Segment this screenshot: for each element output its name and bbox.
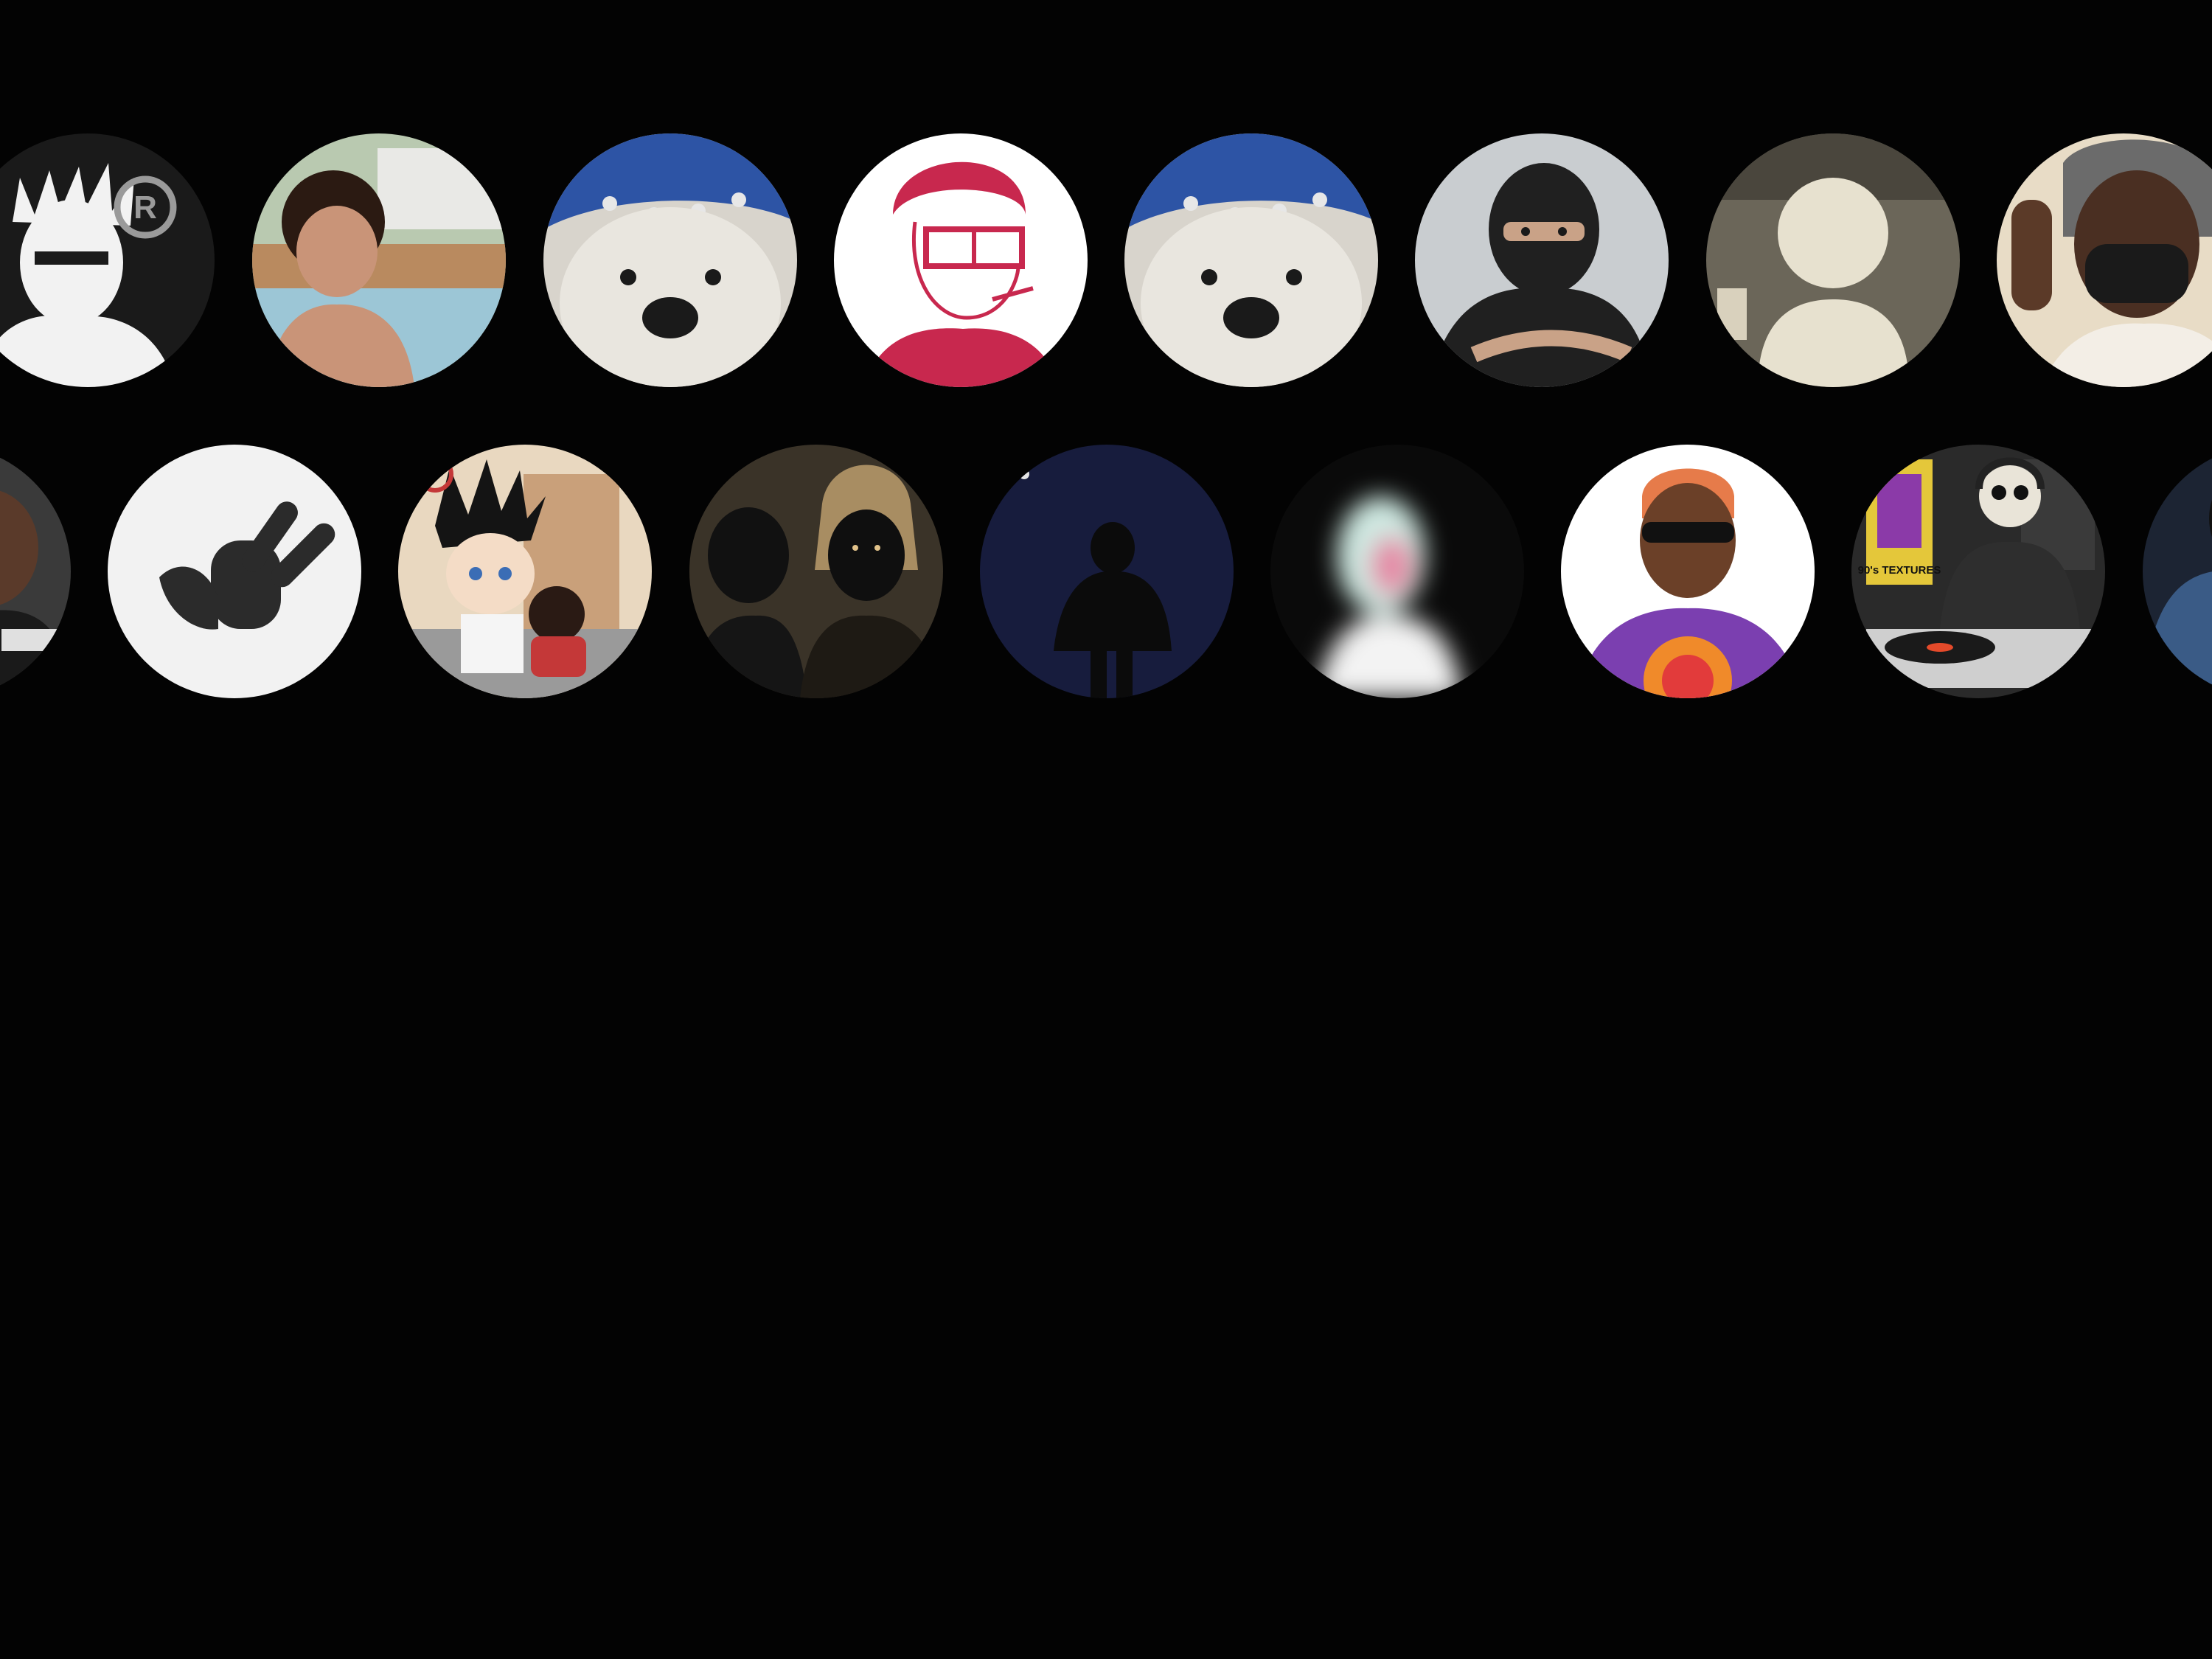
avatar[interactable]: [1124, 133, 1378, 387]
avatar[interactable]: R: [0, 133, 215, 387]
avatar[interactable]: [980, 445, 1234, 698]
avatar[interactable]: [0, 445, 71, 698]
avatar[interactable]: [1415, 133, 1669, 387]
boy-at-pool-photo-icon: [252, 133, 506, 387]
masked-3d-figure-icon: [1415, 133, 1669, 387]
avatar[interactable]: [1561, 445, 1815, 698]
blurred-ghost-icon: [1270, 445, 1524, 698]
anime-duo-icon: [398, 445, 652, 698]
avatar[interactable]: [1706, 133, 1960, 387]
avatar[interactable]: [1270, 445, 1524, 698]
masked-selfie-icon: [1997, 133, 2212, 387]
peace-hand-icon: [108, 445, 361, 698]
white-dog-blue-hat-icon: [543, 133, 797, 387]
svg-text:R: R: [133, 189, 157, 226]
avatar[interactable]: [252, 133, 506, 387]
red-ink-portrait-icon: [834, 133, 1088, 387]
sunglasses-man-tiedye-icon: [1561, 445, 1815, 698]
avatar[interactable]: [543, 133, 797, 387]
avatar[interactable]: 90's TEXTURES: [1851, 445, 2105, 698]
night-sky-figure-icon: [980, 445, 1234, 698]
skeleton-dj-icon: 90's TEXTURES: [1851, 445, 2105, 698]
avatar[interactable]: [398, 445, 652, 698]
white-dog-blue-hat-icon: [1124, 133, 1378, 387]
painting-moons-icon: [1706, 133, 1960, 387]
dark-figures-photo-icon: [689, 445, 943, 698]
partial-figure-icon: [2143, 445, 2212, 698]
avatar[interactable]: [1997, 133, 2212, 387]
suited-figure-photo-icon: [0, 445, 71, 698]
svg-text:90's TEXTURES: 90's TEXTURES: [1858, 564, 1941, 577]
avatar-row-top: R: [0, 133, 2212, 387]
punk-portrait-icon: R: [0, 133, 215, 387]
avatar[interactable]: [108, 445, 361, 698]
avatar[interactable]: [689, 445, 943, 698]
avatar-row-bottom: 90's TEXTURES: [0, 445, 2212, 698]
avatar[interactable]: [834, 133, 1088, 387]
avatar[interactable]: [2143, 445, 2212, 698]
